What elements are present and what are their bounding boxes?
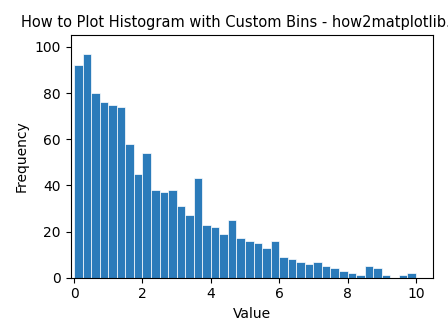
Y-axis label: Frequency: Frequency: [15, 121, 29, 193]
Bar: [237, 239, 245, 278]
Bar: [100, 102, 108, 278]
Bar: [331, 268, 339, 278]
Bar: [177, 206, 185, 278]
Bar: [168, 190, 177, 278]
Bar: [91, 93, 100, 278]
Bar: [117, 107, 125, 278]
Bar: [142, 153, 151, 278]
Bar: [305, 264, 313, 278]
Bar: [74, 65, 82, 278]
Bar: [194, 178, 202, 278]
Bar: [382, 276, 390, 278]
Bar: [407, 273, 416, 278]
Bar: [108, 104, 117, 278]
Bar: [279, 257, 288, 278]
Title: How to Plot Histogram with Custom Bins - how2matplotlib.com: How to Plot Histogram with Custom Bins -…: [22, 15, 448, 30]
Bar: [134, 174, 142, 278]
Bar: [262, 248, 271, 278]
Bar: [151, 190, 159, 278]
Bar: [202, 225, 211, 278]
Bar: [313, 261, 322, 278]
Bar: [185, 215, 194, 278]
Bar: [271, 241, 279, 278]
Bar: [339, 271, 348, 278]
Bar: [356, 276, 365, 278]
Bar: [322, 266, 331, 278]
Bar: [365, 266, 373, 278]
Bar: [373, 268, 382, 278]
Bar: [159, 192, 168, 278]
Bar: [211, 227, 220, 278]
X-axis label: Value: Value: [233, 307, 271, 321]
Bar: [245, 241, 254, 278]
Bar: [348, 273, 356, 278]
Bar: [399, 276, 407, 278]
Bar: [254, 243, 262, 278]
Bar: [125, 144, 134, 278]
Bar: [220, 234, 228, 278]
Bar: [228, 220, 237, 278]
Bar: [288, 259, 296, 278]
Bar: [296, 261, 305, 278]
Bar: [82, 54, 91, 278]
